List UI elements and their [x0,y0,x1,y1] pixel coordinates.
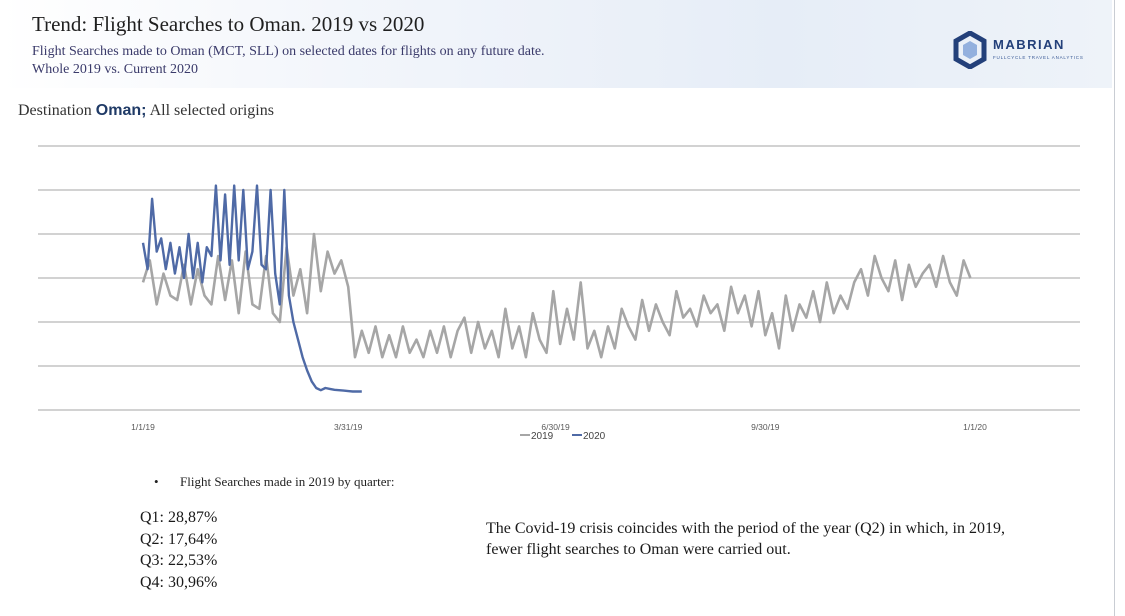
series-line-2020 [141,184,362,393]
page-title: Trend: Flight Searches to Oman. 2019 vs … [32,12,425,36]
quarter-list: Q1: 28,87% Q2: 17,64% Q3: 22,53% Q4: 30,… [140,507,217,593]
mabrian-logo: MABRIAN FULLCYCLE TRAVEL ANALYTICS [953,31,1093,71]
x-tick-label: 3/31/19 [334,422,363,432]
x-tick-label: 1/1/19 [131,422,155,432]
x-tick-label: 6/30/19 [541,422,570,432]
quarter-q1: Q1: 28,87% [140,509,218,526]
destination-line: Destination Oman; All selected origins [18,102,274,120]
destination-name: Oman; [95,102,147,119]
quarter-q4: Q4: 30,96% [140,573,218,591]
covid-note: The Covid-19 crisis coincides with the p… [486,520,1005,558]
legend-label-2019: 2019 [531,431,554,442]
x-tick-label: 1/1/20 [963,422,987,432]
hexagon-logo-icon [953,31,987,69]
bullet-icon: • [154,474,159,489]
destination-prefix: Destination [18,102,92,119]
x-tick-label: 9/30/19 [751,422,780,432]
subtitle-line-1: Flight Searches made to Oman (MCT, SLL) … [32,44,545,59]
destination-suffix: All selected origins [149,102,274,119]
quarter-q2: Q2: 17,64% [140,530,218,548]
quarter-q3: Q3: 22,53% [140,552,218,569]
legend-label-2020: 2020 [583,431,606,442]
logo-tagline: FULLCYCLE TRAVEL ANALYTICS [993,55,1084,60]
series-line-2019 [141,232,972,359]
header-banner [0,0,1112,88]
subtitle-line-2: Whole 2019 vs. Current 2020 [32,62,199,77]
quarter-summary-heading: Flight Searches made in 2019 by quarter: [180,474,395,489]
logo-wordmark: MABRIAN [993,37,1065,52]
page-subtitle: Flight Searches made to Oman (MCT, SLL) … [32,43,545,79]
page-border [1114,0,1115,616]
flight-searches-chart: 1/1/19 3/31/19 6/30/19 9/30/19 1/1/20 2019 202… [38,145,1080,442]
